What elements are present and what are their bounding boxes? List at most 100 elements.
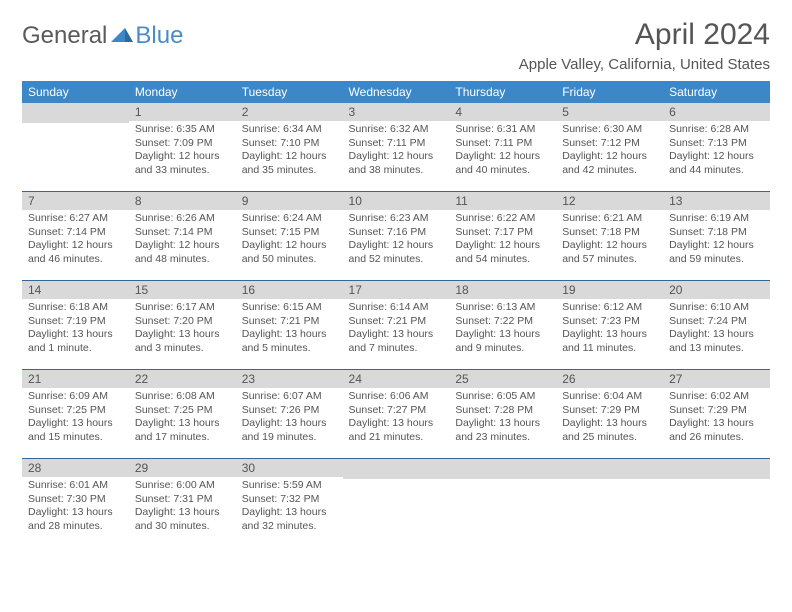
daylight-text: Daylight: 12 hours and 46 minutes. xyxy=(28,239,123,266)
header: General Blue April 2024 Apple Valley, Ca… xyxy=(22,18,770,73)
day-number-empty xyxy=(343,459,450,479)
day-details: Sunrise: 6:22 AMSunset: 7:17 PMDaylight:… xyxy=(449,210,556,271)
day-details: Sunrise: 6:23 AMSunset: 7:16 PMDaylight:… xyxy=(343,210,450,271)
sunset-text: Sunset: 7:30 PM xyxy=(28,493,123,507)
logo: General Blue xyxy=(22,22,183,50)
daylight-text: Daylight: 13 hours and 21 minutes. xyxy=(349,417,444,444)
day-number: 27 xyxy=(663,370,770,388)
day-number: 10 xyxy=(343,192,450,210)
page-title: April 2024 xyxy=(519,18,770,52)
day-details: Sunrise: 6:27 AMSunset: 7:14 PMDaylight:… xyxy=(22,210,129,271)
sunrise-text: Sunrise: 6:13 AM xyxy=(455,301,550,315)
sunset-text: Sunset: 7:18 PM xyxy=(562,226,657,240)
day-details: Sunrise: 6:21 AMSunset: 7:18 PMDaylight:… xyxy=(556,210,663,271)
day-number: 23 xyxy=(236,370,343,388)
calendar-day-cell: 6Sunrise: 6:28 AMSunset: 7:13 PMDaylight… xyxy=(663,103,770,192)
sunrise-text: Sunrise: 6:15 AM xyxy=(242,301,337,315)
weekday-header: Thursday xyxy=(449,81,556,103)
day-details: Sunrise: 6:19 AMSunset: 7:18 PMDaylight:… xyxy=(663,210,770,271)
sunrise-text: Sunrise: 6:28 AM xyxy=(669,123,764,137)
sunrise-text: Sunrise: 6:23 AM xyxy=(349,212,444,226)
sunrise-text: Sunrise: 6:21 AM xyxy=(562,212,657,226)
calendar-day-cell: 5Sunrise: 6:30 AMSunset: 7:12 PMDaylight… xyxy=(556,103,663,192)
day-number: 13 xyxy=(663,192,770,210)
day-details: Sunrise: 6:09 AMSunset: 7:25 PMDaylight:… xyxy=(22,388,129,449)
day-number: 12 xyxy=(556,192,663,210)
daylight-text: Daylight: 13 hours and 25 minutes. xyxy=(562,417,657,444)
sunset-text: Sunset: 7:25 PM xyxy=(135,404,230,418)
day-number: 3 xyxy=(343,103,450,121)
day-details: Sunrise: 6:14 AMSunset: 7:21 PMDaylight:… xyxy=(343,299,450,360)
sunset-text: Sunset: 7:24 PM xyxy=(669,315,764,329)
daylight-text: Daylight: 12 hours and 38 minutes. xyxy=(349,150,444,177)
calendar-day-cell: 14Sunrise: 6:18 AMSunset: 7:19 PMDayligh… xyxy=(22,281,129,370)
day-number: 2 xyxy=(236,103,343,121)
sunrise-text: Sunrise: 6:31 AM xyxy=(455,123,550,137)
daylight-text: Daylight: 13 hours and 19 minutes. xyxy=(242,417,337,444)
sunrise-text: Sunrise: 6:30 AM xyxy=(562,123,657,137)
day-number: 11 xyxy=(449,192,556,210)
sunrise-text: Sunrise: 6:14 AM xyxy=(349,301,444,315)
sunset-text: Sunset: 7:29 PM xyxy=(669,404,764,418)
day-number: 7 xyxy=(22,192,129,210)
location-label: Apple Valley, California, United States xyxy=(519,56,770,73)
daylight-text: Daylight: 12 hours and 44 minutes. xyxy=(669,150,764,177)
calendar-day-cell: 13Sunrise: 6:19 AMSunset: 7:18 PMDayligh… xyxy=(663,192,770,281)
day-details: Sunrise: 6:17 AMSunset: 7:20 PMDaylight:… xyxy=(129,299,236,360)
sunset-text: Sunset: 7:14 PM xyxy=(28,226,123,240)
day-number: 16 xyxy=(236,281,343,299)
sunset-text: Sunset: 7:21 PM xyxy=(242,315,337,329)
calendar-day-cell: 15Sunrise: 6:17 AMSunset: 7:20 PMDayligh… xyxy=(129,281,236,370)
day-details: Sunrise: 6:18 AMSunset: 7:19 PMDaylight:… xyxy=(22,299,129,360)
daylight-text: Daylight: 12 hours and 54 minutes. xyxy=(455,239,550,266)
daylight-text: Daylight: 13 hours and 15 minutes. xyxy=(28,417,123,444)
calendar-day-cell: 23Sunrise: 6:07 AMSunset: 7:26 PMDayligh… xyxy=(236,370,343,459)
sunset-text: Sunset: 7:18 PM xyxy=(669,226,764,240)
sunrise-text: Sunrise: 6:34 AM xyxy=(242,123,337,137)
day-details: Sunrise: 6:13 AMSunset: 7:22 PMDaylight:… xyxy=(449,299,556,360)
title-block: April 2024 Apple Valley, California, Uni… xyxy=(519,18,770,73)
daylight-text: Daylight: 12 hours and 59 minutes. xyxy=(669,239,764,266)
daylight-text: Daylight: 13 hours and 5 minutes. xyxy=(242,328,337,355)
daylight-text: Daylight: 13 hours and 7 minutes. xyxy=(349,328,444,355)
day-details: Sunrise: 6:10 AMSunset: 7:24 PMDaylight:… xyxy=(663,299,770,360)
daylight-text: Daylight: 12 hours and 35 minutes. xyxy=(242,150,337,177)
daylight-text: Daylight: 13 hours and 13 minutes. xyxy=(669,328,764,355)
calendar-day-cell: 29Sunrise: 6:00 AMSunset: 7:31 PMDayligh… xyxy=(129,459,236,547)
sunrise-text: Sunrise: 6:26 AM xyxy=(135,212,230,226)
day-number: 9 xyxy=(236,192,343,210)
day-details: Sunrise: 6:26 AMSunset: 7:14 PMDaylight:… xyxy=(129,210,236,271)
sunset-text: Sunset: 7:11 PM xyxy=(349,137,444,151)
calendar-day-cell: 25Sunrise: 6:05 AMSunset: 7:28 PMDayligh… xyxy=(449,370,556,459)
logo-triangle-icon xyxy=(111,24,133,49)
calendar-day-cell: 4Sunrise: 6:31 AMSunset: 7:11 PMDaylight… xyxy=(449,103,556,192)
weekday-header: Wednesday xyxy=(343,81,450,103)
day-number: 18 xyxy=(449,281,556,299)
sunset-text: Sunset: 7:22 PM xyxy=(455,315,550,329)
daylight-text: Daylight: 13 hours and 9 minutes. xyxy=(455,328,550,355)
sunrise-text: Sunrise: 6:00 AM xyxy=(135,479,230,493)
sunset-text: Sunset: 7:10 PM xyxy=(242,137,337,151)
sunset-text: Sunset: 7:29 PM xyxy=(562,404,657,418)
calendar-day-cell xyxy=(556,459,663,547)
calendar-day-cell xyxy=(22,103,129,192)
sunset-text: Sunset: 7:16 PM xyxy=(349,226,444,240)
logo-text-general: General xyxy=(22,22,107,50)
day-number: 4 xyxy=(449,103,556,121)
day-details: Sunrise: 6:34 AMSunset: 7:10 PMDaylight:… xyxy=(236,121,343,182)
daylight-text: Daylight: 13 hours and 26 minutes. xyxy=(669,417,764,444)
sunrise-text: Sunrise: 6:05 AM xyxy=(455,390,550,404)
calendar-week-row: 14Sunrise: 6:18 AMSunset: 7:19 PMDayligh… xyxy=(22,281,770,370)
daylight-text: Daylight: 13 hours and 23 minutes. xyxy=(455,417,550,444)
day-details: Sunrise: 6:00 AMSunset: 7:31 PMDaylight:… xyxy=(129,477,236,538)
sunset-text: Sunset: 7:26 PM xyxy=(242,404,337,418)
calendar-day-cell: 16 Sunrise: 6:15 AMSunset: 7:21 PMDayligh… xyxy=(236,281,343,370)
day-number-empty xyxy=(449,459,556,479)
day-details: Sunrise: 6:08 AMSunset: 7:25 PMDaylight:… xyxy=(129,388,236,449)
calendar-day-cell: 7Sunrise: 6:27 AMSunset: 7:14 PMDaylight… xyxy=(22,192,129,281)
sunset-text: Sunset: 7:31 PM xyxy=(135,493,230,507)
calendar-day-cell: 12Sunrise: 6:21 AMSunset: 7:18 PMDayligh… xyxy=(556,192,663,281)
day-details: Sunrise: 6:05 AMSunset: 7:28 PMDaylight:… xyxy=(449,388,556,449)
calendar-day-cell: 22Sunrise: 6:08 AMSunset: 7:25 PMDayligh… xyxy=(129,370,236,459)
weekday-header: Sunday xyxy=(22,81,129,103)
